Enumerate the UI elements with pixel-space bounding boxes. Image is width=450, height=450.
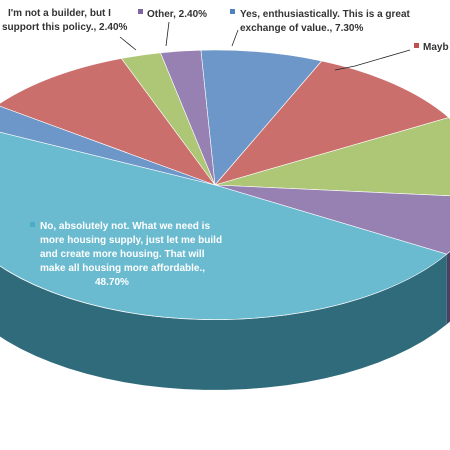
pie-depth-layer — [0, 251, 450, 390]
data-label-no-line4: make all housing more affordable., — [40, 263, 205, 274]
pie-slices — [0, 49, 450, 320]
pie-slice-1 — [214, 60, 450, 186]
pie-slice-highlight-7 — [121, 52, 215, 185]
pie-slice-4 — [0, 131, 448, 320]
pie-slice-highlight-1 — [215, 61, 449, 185]
data-label-maybe: Mayb — [423, 42, 449, 53]
pie-slice-highlight-8 — [160, 50, 215, 186]
data-label-yes-line2: exchange of value., 7.30% — [240, 23, 363, 34]
data-label-no-line2: more housing supply, just let me build — [40, 235, 222, 246]
pie-slice-2 — [214, 117, 450, 197]
pie-slice-highlight-4 — [0, 132, 447, 320]
leader-line-builder — [119, 36, 137, 51]
leader-lines — [119, 21, 411, 71]
leader-line-other — [165, 21, 170, 47]
pie-slice-highlight-6 — [0, 58, 215, 185]
pie-slice-0 — [200, 49, 323, 186]
data-label-no-line3: and create more housing. That will — [40, 249, 205, 260]
label-key-maybe — [414, 43, 419, 48]
label-key-no — [30, 222, 35, 227]
data-label-other: Other, 2.40% — [147, 9, 207, 20]
data-label-builder-line2: support this policy., 2.40% — [2, 22, 128, 33]
data-label-builder-line1: I'm not a builder, but I — [8, 8, 111, 19]
leader-line-maybe — [334, 49, 411, 71]
pie-slice-highlight-0 — [200, 50, 322, 186]
pie-side-4 — [0, 254, 447, 390]
pie-slice-6 — [0, 58, 216, 186]
data-label-no-line5: 48.70% — [95, 277, 129, 288]
pie-slice-8 — [160, 49, 216, 186]
data-label-yes-line1: Yes, enthusiastically. This is a great — [240, 9, 411, 20]
label-key-yes — [230, 9, 235, 14]
pie-slice-highlight-2 — [215, 117, 450, 196]
leader-line-yes — [231, 29, 239, 47]
label-key-other — [138, 9, 143, 14]
pie-side-3 — [446, 251, 450, 325]
data-label-no-line1: No, absolutely not. What we need is — [40, 221, 210, 232]
